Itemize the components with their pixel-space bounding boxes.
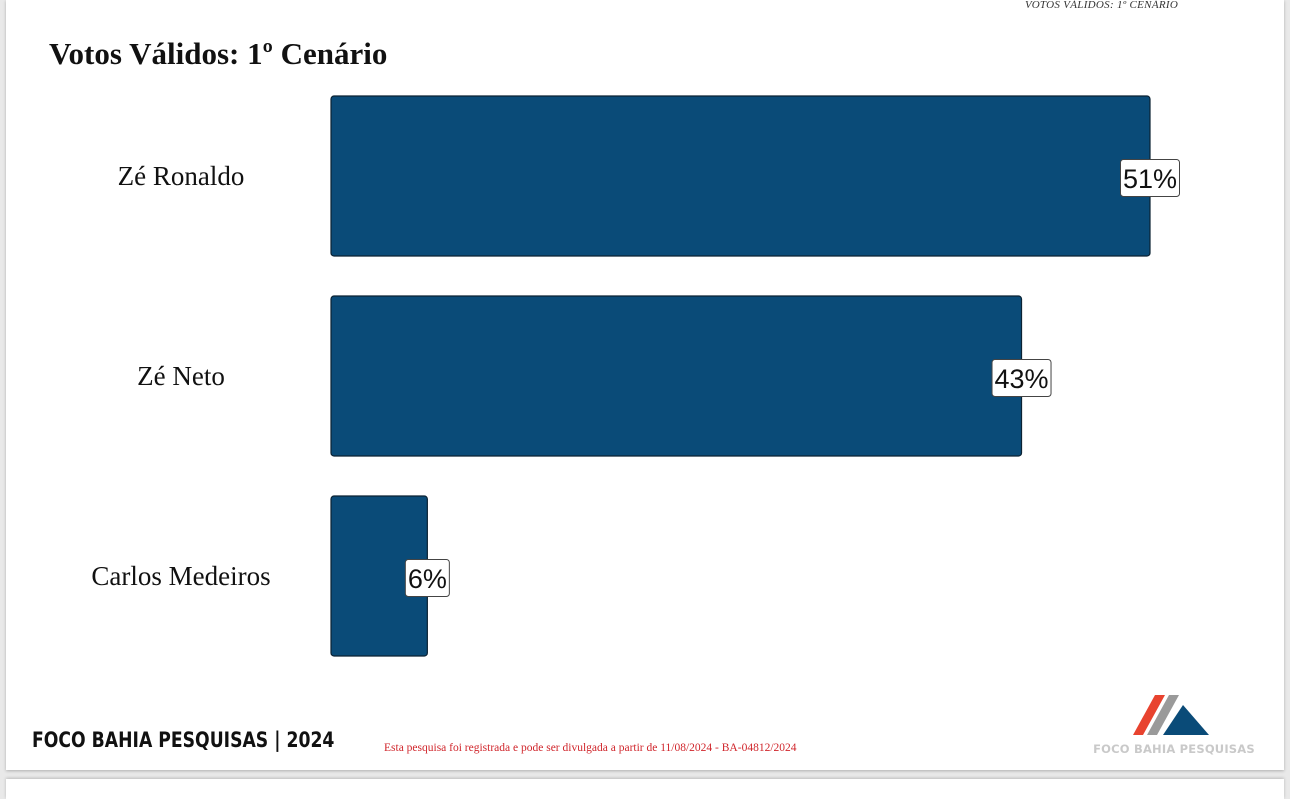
logo-text: FOCO BAHIA PESQUISAS bbox=[1093, 742, 1255, 756]
data-label-1: 43% bbox=[991, 359, 1052, 397]
data-label-2: 6% bbox=[404, 559, 450, 597]
next-slide-preview[interactable] bbox=[6, 779, 1284, 799]
data-label-0: 51% bbox=[1120, 159, 1180, 197]
chart-title: Votos Válidos: 1º Cenário bbox=[49, 36, 388, 71]
category-label-0: Zé Ronaldo bbox=[118, 161, 245, 191]
footer-brand: FOCO BAHIA PESQUISAS | 2024 bbox=[32, 728, 335, 752]
header-tag: VOTOS VÁLIDOS: 1º CENÁRIO bbox=[1025, 0, 1179, 11]
registration-note: Esta pesquisa foi registrada e pode ser … bbox=[384, 742, 797, 754]
bar-1 bbox=[330, 295, 1023, 457]
svg-text:6%: 6% bbox=[408, 564, 447, 594]
svg-text:43%: 43% bbox=[995, 364, 1049, 394]
logo-mark-icon bbox=[1133, 695, 1209, 735]
bar-0 bbox=[330, 95, 1151, 257]
bar-chart: Zé Ronaldo 51% Zé Neto 43% Carlos Medeiros 6% bbox=[91, 95, 1180, 657]
svg-text:51%: 51% bbox=[1123, 164, 1177, 194]
category-label-1: Zé Neto bbox=[137, 361, 225, 391]
category-label-2: Carlos Medeiros bbox=[91, 561, 270, 591]
company-logo: FOCO BAHIA PESQUISAS bbox=[1076, 693, 1272, 759]
